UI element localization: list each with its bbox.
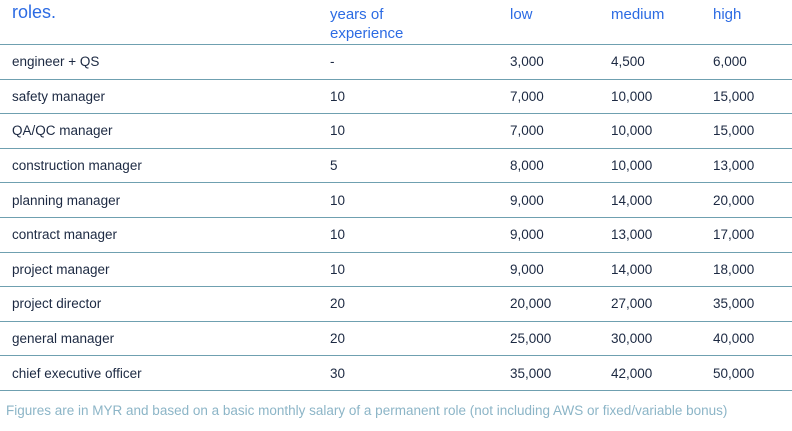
- low-cell: 9,000: [510, 261, 544, 277]
- column-header-experience-label: years of experience: [330, 6, 404, 42]
- medium-cell: 10,000: [611, 88, 653, 104]
- role-cell: QA/QC manager: [12, 123, 113, 139]
- column-header-experience: years of experience: [330, 0, 510, 43]
- table-row: planning manager 10 9,000 14,000 20,000: [0, 183, 792, 218]
- low-cell: 8,000: [510, 158, 544, 174]
- column-header-medium: medium: [611, 6, 665, 23]
- medium-cell: 4,500: [611, 54, 645, 70]
- role-cell: project director: [12, 296, 102, 312]
- low-cell: 25,000: [510, 331, 552, 347]
- role-cell: construction manager: [12, 158, 142, 174]
- role-cell: chief executive officer: [12, 365, 142, 381]
- high-cell: 17,000: [713, 227, 755, 243]
- medium-cell: 10,000: [611, 123, 653, 139]
- medium-cell: 42,000: [611, 365, 653, 381]
- role-cell: planning manager: [12, 192, 121, 208]
- high-cell: 40,000: [713, 331, 755, 347]
- low-cell: 20,000: [510, 296, 552, 312]
- medium-cell: 30,000: [611, 331, 653, 347]
- high-cell: 15,000: [713, 123, 755, 139]
- experience-cell: 10: [330, 192, 346, 208]
- table-row: project director 20 20,000 27,000 35,000: [0, 287, 792, 322]
- table-row: construction manager 5 8,000 10,000 13,0…: [0, 149, 792, 184]
- role-cell: project manager: [12, 261, 110, 277]
- low-cell: 7,000: [510, 123, 544, 139]
- high-cell: 50,000: [713, 365, 755, 381]
- experience-cell: 30: [330, 365, 346, 381]
- column-header-high: high: [713, 6, 742, 23]
- experience-cell: 10: [330, 261, 346, 277]
- role-cell: contract manager: [12, 227, 118, 243]
- table-row: safety manager 10 7,000 10,000 15,000: [0, 80, 792, 115]
- high-cell: 13,000: [713, 158, 755, 174]
- footnote-text: Figures are in MYR and based on a basic …: [6, 403, 728, 419]
- table-header-row: roles. years of experience low medium hi…: [0, 0, 792, 45]
- table-row: engineer + QS - 3,000 4,500 6,000: [0, 45, 792, 80]
- table-row: general manager 20 25,000 30,000 40,000: [0, 322, 792, 357]
- salary-table: roles. years of experience low medium hi…: [0, 0, 792, 391]
- table-row: contract manager 10 9,000 13,000 17,000: [0, 218, 792, 253]
- experience-cell: 10: [330, 123, 346, 139]
- experience-cell: 10: [330, 88, 346, 104]
- low-cell: 9,000: [510, 192, 544, 208]
- low-cell: 35,000: [510, 365, 552, 381]
- experience-cell: 20: [330, 296, 346, 312]
- low-cell: 3,000: [510, 54, 544, 70]
- role-cell: safety manager: [12, 88, 106, 104]
- medium-cell: 27,000: [611, 296, 653, 312]
- experience-cell: -: [330, 54, 335, 70]
- high-cell: 15,000: [713, 88, 755, 104]
- low-cell: 7,000: [510, 88, 544, 104]
- experience-cell: 20: [330, 331, 346, 347]
- low-cell: 9,000: [510, 227, 544, 243]
- column-header-low: low: [510, 6, 533, 23]
- medium-cell: 13,000: [611, 227, 653, 243]
- column-header-roles: roles.: [12, 2, 57, 22]
- high-cell: 35,000: [713, 296, 755, 312]
- role-cell: general manager: [12, 331, 115, 347]
- high-cell: 20,000: [713, 192, 755, 208]
- medium-cell: 14,000: [611, 192, 653, 208]
- high-cell: 6,000: [713, 54, 747, 70]
- table-row: chief executive officer 30 35,000 42,000…: [0, 356, 792, 391]
- medium-cell: 14,000: [611, 261, 653, 277]
- table-row: QA/QC manager 10 7,000 10,000 15,000: [0, 114, 792, 149]
- experience-cell: 5: [330, 158, 338, 174]
- footnote-bar: Figures are in MYR and based on a basic …: [0, 390, 792, 431]
- role-cell: engineer + QS: [12, 54, 100, 70]
- medium-cell: 10,000: [611, 158, 653, 174]
- table-row: project manager 10 9,000 14,000 18,000: [0, 253, 792, 288]
- experience-cell: 10: [330, 227, 346, 243]
- high-cell: 18,000: [713, 261, 755, 277]
